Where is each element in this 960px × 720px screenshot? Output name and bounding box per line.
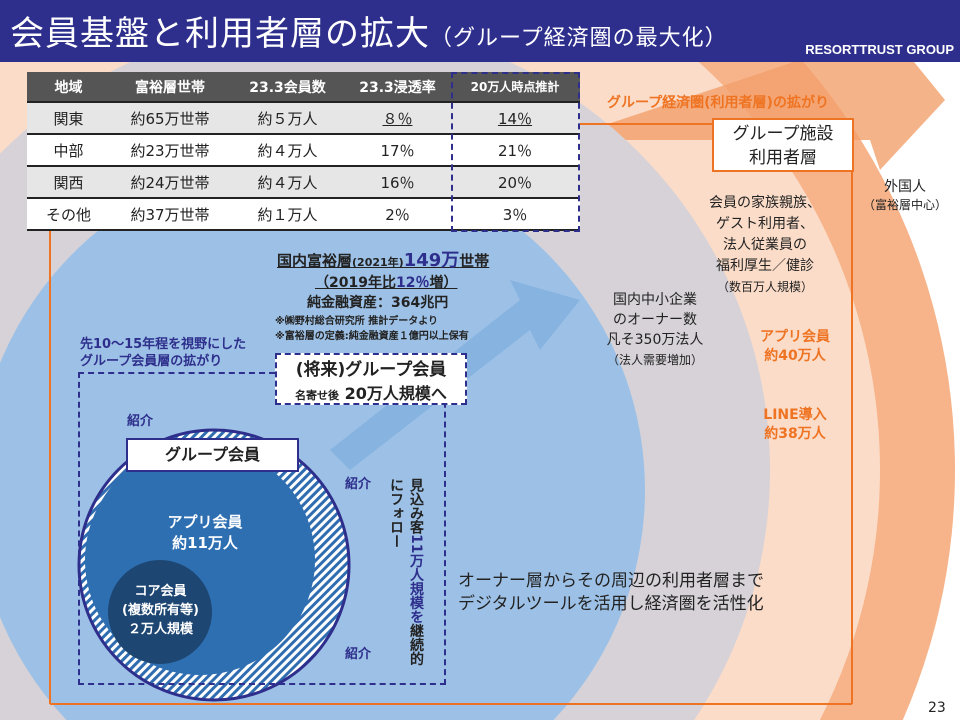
sme-line: 凡そ350万法人 bbox=[606, 332, 704, 348]
line-label: LINE導入 bbox=[763, 407, 827, 423]
intro-label: 紹介 bbox=[127, 414, 154, 429]
future-member-area bbox=[78, 372, 446, 685]
summary-line: オーナー層からその周辺の利用者層まで bbox=[458, 571, 764, 591]
estimate-highlight bbox=[451, 72, 580, 232]
w-note2: ※富裕層の定義:純金融資産１億円以上保有 bbox=[275, 331, 469, 342]
core-line1: コア会員 bbox=[134, 584, 187, 599]
cell: 3％ bbox=[450, 197, 580, 231]
follow-c: 万人規模を bbox=[408, 553, 424, 624]
w-note1: ※㈱野村総合研究所 推計データより bbox=[275, 316, 439, 327]
line-members: LINE導入 約38万人 bbox=[740, 406, 850, 444]
summary-line: デジタルツールを活用し経済圏を活性化 bbox=[458, 594, 764, 614]
intro-label: 紹介 bbox=[345, 647, 372, 662]
cell: 関西 bbox=[27, 165, 110, 199]
col-penetration: 23.3浸透率 bbox=[345, 72, 450, 102]
cell: 約65万世帯 bbox=[110, 101, 230, 135]
sme-note: （法人需要増加） bbox=[606, 353, 703, 367]
group-members-label: グループ会員 bbox=[126, 438, 299, 472]
w-l1d: 世帯 bbox=[459, 252, 490, 270]
app-label: アプリ会員 bbox=[760, 329, 830, 345]
vision-label: 先10～15年程を視野にした グループ会員層の拡がり bbox=[80, 336, 246, 370]
follow-a: 見込み客 bbox=[408, 478, 424, 534]
cell: 約37万世帯 bbox=[110, 197, 230, 231]
table-row: 関西 約24万世帯 約４万人 16％ 20％ bbox=[27, 165, 580, 199]
wealthy-stats: 国内富裕層(2021年)149万世帯 （2019年比12％増） 純金融資産：36… bbox=[275, 246, 489, 342]
w-l2a: （2019年比 bbox=[315, 275, 396, 291]
cell: 2％ bbox=[345, 197, 450, 231]
w-l1b: (2021年) bbox=[352, 256, 404, 269]
table-row: 中部 約23万世帯 約４万人 17％ 21％ bbox=[27, 133, 580, 167]
follow-b: 11 bbox=[408, 534, 424, 554]
cell: 関東 bbox=[27, 101, 110, 135]
w-l1a: 国内富裕層 bbox=[277, 252, 353, 270]
facility-line2: 利用者層 bbox=[749, 148, 817, 168]
app11-label: アプリ会員 bbox=[167, 513, 243, 531]
vision-line2: グループ会員層の拡がり bbox=[80, 354, 223, 369]
family-users: 会員の家族親族、 ゲスト利用者、 法人従業員の 福利厚生／健診 （数百万人規模） bbox=[700, 193, 830, 298]
col-members: 23.3会員数 bbox=[230, 72, 345, 102]
cell: 16％ bbox=[345, 165, 450, 199]
cell: 約４万人 bbox=[230, 165, 345, 199]
family-line: ゲスト利用者、 bbox=[716, 216, 814, 232]
family-note: （数百万人規模） bbox=[716, 280, 813, 294]
cell: 約23万世帯 bbox=[110, 133, 230, 167]
table-header: 地域 富裕層世帯 23.3会員数 23.3浸透率 20万人時点推計 bbox=[27, 72, 580, 102]
app-members-40: アプリ会員約40万人 bbox=[740, 328, 850, 366]
future-sub-b: 20万人規模へ bbox=[344, 384, 447, 403]
region-table: 地域 富裕層世帯 23.3会員数 23.3浸透率 20万人時点推計 関東 約65万… bbox=[27, 72, 580, 231]
cell: 14％ bbox=[450, 101, 580, 135]
core-line3: ２万人規模 bbox=[127, 622, 193, 637]
cell: 中部 bbox=[27, 133, 110, 167]
facility-line1: グループ施設 bbox=[732, 124, 834, 144]
w-count: 149万 bbox=[403, 250, 460, 271]
page-title: 会員基盤と利用者層の拡大（グループ経済圏の最大化） bbox=[10, 14, 728, 54]
app-members-11: アプリ会員約11万人 bbox=[150, 512, 260, 554]
app11-count: 約11万人 bbox=[172, 534, 238, 552]
page-number: 23 bbox=[928, 700, 946, 716]
cell: 21％ bbox=[450, 133, 580, 167]
sme-line: のオーナー数 bbox=[613, 312, 697, 328]
table-row: その他 約37万世帯 約１万人 2％ 3％ bbox=[27, 197, 580, 231]
foreign-label: 外国人 （富裕層中心） bbox=[855, 176, 955, 213]
cell: その他 bbox=[27, 197, 110, 231]
col-estimate: 20万人時点推計 bbox=[450, 72, 580, 102]
cell: 約24万世帯 bbox=[110, 165, 230, 199]
w-growth: 12％ bbox=[395, 275, 430, 291]
follow-d: 継続的にフォロー bbox=[388, 478, 424, 666]
table-row: 関東 約65万世帯 約５万人 ８％ 14％ bbox=[27, 101, 580, 135]
family-line: 会員の家族親族、 bbox=[709, 195, 821, 211]
cell: ８％ bbox=[345, 101, 450, 135]
future-members-box: (将来)グループ会員 名寄せ後 20万人規模へ bbox=[275, 353, 467, 405]
w-assets: 純金融資産：364兆円 bbox=[307, 295, 449, 311]
foreign-text: 外国人 bbox=[884, 179, 926, 195]
summary-text: オーナー層からその周辺の利用者層まで デジタルツールを活用し経済圏を活性化 bbox=[458, 570, 764, 616]
line-count: 約38万人 bbox=[764, 426, 826, 442]
w-l2c: 増） bbox=[429, 275, 458, 291]
header: 会員基盤と利用者層の拡大（グループ経済圏の最大化） RESORTTRUST GR… bbox=[0, 0, 960, 62]
future-title: (将来)グループ会員 bbox=[295, 360, 447, 380]
col-region: 地域 bbox=[27, 72, 110, 102]
col-wealthy: 富裕層世帯 bbox=[110, 72, 230, 102]
family-line: 福利厚生／健診 bbox=[716, 258, 814, 274]
cell: 約５万人 bbox=[230, 101, 345, 135]
cell: 20％ bbox=[450, 165, 580, 199]
economy-label: グループ経済圏(利用者層)の拡がり bbox=[607, 95, 829, 111]
sme-line: 国内中小企業 bbox=[613, 292, 697, 308]
core-line2: (複数所有等) bbox=[122, 603, 199, 618]
prospect-follow: 見込み客11万人規模を継続的にフォロー bbox=[386, 478, 426, 678]
app-count: 約40万人 bbox=[764, 348, 826, 364]
future-sub-a: 名寄せ後 bbox=[295, 389, 340, 402]
facility-users-box: グループ施設 利用者層 bbox=[712, 118, 854, 172]
brand-logo: RESORTTRUST GROUP bbox=[805, 42, 954, 57]
family-line: 法人従業員の bbox=[723, 237, 807, 253]
cell: 約１万人 bbox=[230, 197, 345, 231]
cell: 約４万人 bbox=[230, 133, 345, 167]
intro-label: 紹介 bbox=[345, 477, 372, 492]
core-member-circle bbox=[108, 560, 212, 664]
vision-line1: 先10～15年程を視野にした bbox=[80, 337, 247, 352]
foreign-note: （富裕層中心） bbox=[862, 198, 947, 212]
core-members: コア会員 (複数所有等) ２万人規模 bbox=[108, 582, 213, 639]
cell: 17％ bbox=[345, 133, 450, 167]
sme-owners: 国内中小企業 のオーナー数 凡そ350万法人 （法人需要増加） bbox=[595, 290, 715, 370]
